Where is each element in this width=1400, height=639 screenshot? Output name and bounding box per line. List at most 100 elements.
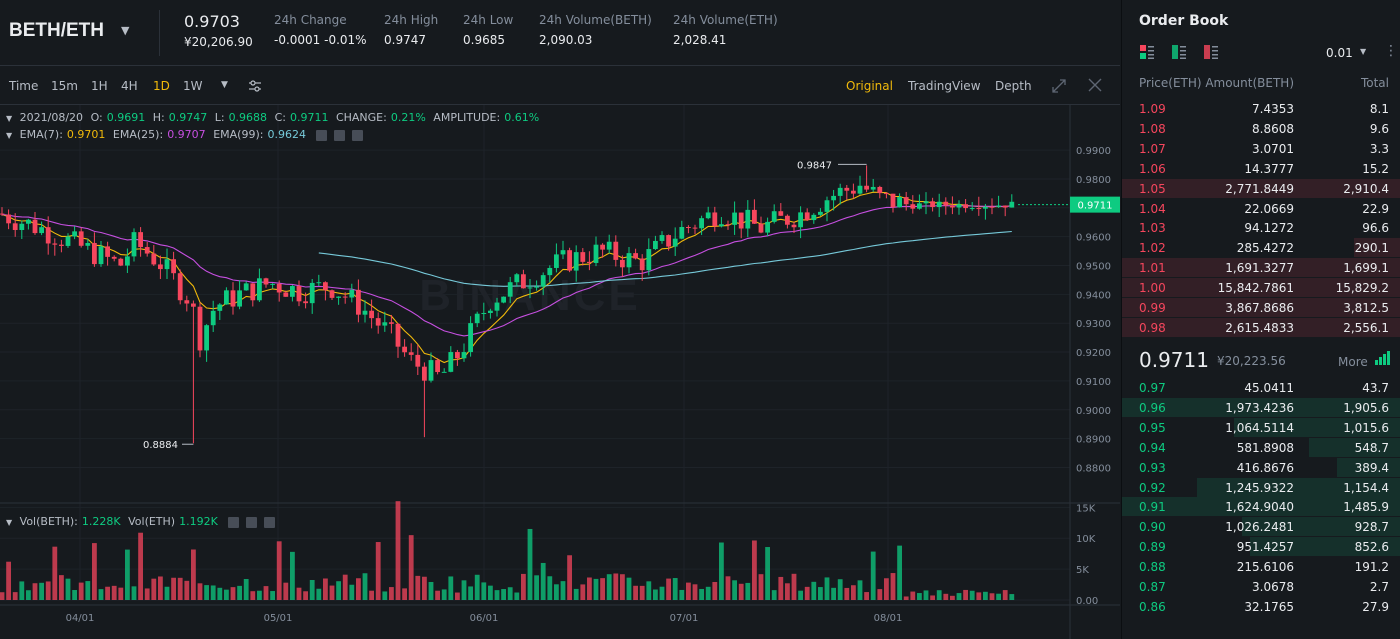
header-price: Price(ETH) (1139, 76, 1202, 90)
depth-bar (1353, 238, 1400, 258)
bid-amount: 1,026.2481 (1225, 520, 1294, 535)
price-chart[interactable]: 0.99000.98000.97000.96000.95000.94000.93… (0, 105, 1120, 639)
candle-body (395, 323, 401, 347)
ema25-line (1, 205, 1012, 337)
candle-body (679, 227, 685, 239)
ask-row[interactable]: 1.01 1,691.3277 1,699.1 (1122, 258, 1400, 278)
candle-body (976, 208, 982, 210)
collapse-caret-icon[interactable]: ▼ (6, 114, 13, 123)
indicator-settings-icon[interactable] (334, 129, 346, 141)
interval-1w[interactable]: 1W (183, 79, 203, 93)
interval-time[interactable]: Time (9, 79, 39, 93)
candle-body (534, 286, 539, 288)
ask-row[interactable]: 1.05 2,771.8449 2,910.4 (1122, 178, 1400, 199)
ask-row[interactable]: 1.06 14.3777 15.2 (1122, 159, 1400, 179)
collapse-caret-icon[interactable]: ▼ (6, 131, 13, 140)
ask-row[interactable]: 0.99 3,867.8686 3,812.5 (1122, 298, 1400, 318)
view-tradingview[interactable]: TradingView (908, 79, 981, 93)
view-original[interactable]: Original (846, 79, 893, 93)
bid-row[interactable]: 0.97 45.0411 43.7 (1122, 378, 1400, 398)
order-book-asks-icon[interactable] (1204, 45, 1218, 59)
interval-15m[interactable]: 15m (51, 79, 78, 93)
ask-row[interactable]: 1.02 285.4272 290.1 (1122, 238, 1400, 258)
candle-body (765, 221, 770, 233)
ask-row[interactable]: 1.08 8.8608 9.6 (1122, 119, 1400, 139)
ask-row[interactable]: 1.07 3.0701 3.3 (1122, 139, 1400, 159)
volume-bar (910, 591, 916, 600)
legend-high-label: H: (152, 111, 165, 124)
bid-row[interactable]: 0.91 1,624.9040 1,485.9 (1122, 497, 1400, 517)
volume-bar (811, 581, 817, 600)
chevron-down-icon[interactable]: ▼ (121, 24, 130, 37)
volume-bar (177, 577, 183, 600)
ask-row[interactable]: 0.98 2,615.4833 2,556.1 (1122, 317, 1400, 338)
volume-bar (547, 576, 553, 600)
bid-amount: 1,624.9040 (1225, 500, 1294, 515)
current-price-tag: 0.9711 (1078, 201, 1113, 212)
candle-body (224, 290, 229, 305)
bid-row[interactable]: 0.93 416.8676 389.4 (1122, 457, 1400, 478)
ask-row[interactable]: 1.00 15,842.7861 15,829.2 (1122, 278, 1400, 298)
indicator-settings-icon[interactable] (246, 516, 258, 528)
depth-bar (1241, 517, 1400, 537)
order-book-bids-icon[interactable] (1172, 45, 1186, 59)
price-axis-tick: 0.9800 (1076, 175, 1111, 186)
remove-indicator-icon[interactable] (352, 129, 364, 141)
candle-body (778, 211, 784, 216)
bid-row[interactable]: 0.86 32.1765 27.9 (1122, 597, 1400, 617)
volume-bar (527, 528, 533, 600)
close-icon[interactable] (1088, 78, 1102, 92)
depth-bar (1122, 397, 1400, 417)
interval-4h[interactable]: 4H (121, 79, 138, 93)
ask-row[interactable]: 1.03 94.1272 96.6 (1122, 218, 1400, 238)
hide-indicator-icon[interactable] (228, 516, 240, 528)
more-button[interactable]: More (1338, 355, 1368, 369)
candle-body (930, 201, 935, 208)
candle-body (837, 187, 843, 196)
candle-body (448, 352, 454, 372)
interval-1d[interactable]: 1D (153, 79, 170, 93)
collapse-caret-icon[interactable]: ▼ (6, 518, 13, 527)
remove-indicator-icon[interactable] (264, 516, 276, 528)
settings-sliders-icon[interactable] (248, 79, 262, 93)
expand-icon[interactable] (1051, 78, 1067, 94)
candle-body (39, 227, 44, 234)
candlestick-chart[interactable]: 0.99000.98000.97000.96000.95000.94000.93… (0, 105, 1120, 639)
bid-row[interactable]: 0.90 1,026.2481 928.7 (1122, 517, 1400, 537)
candle-body (488, 310, 493, 314)
volume-bar (356, 578, 361, 600)
bid-row[interactable]: 0.88 215.6106 191.2 (1122, 557, 1400, 577)
ask-total: 2,910.4 (1343, 181, 1389, 196)
view-depth[interactable]: Depth (995, 79, 1032, 93)
pair-selector[interactable]: BETH/ETH (9, 20, 104, 41)
signal-bars-icon[interactable] (1375, 350, 1391, 366)
hide-indicator-icon[interactable] (316, 129, 328, 141)
legend-high: 0.9747 (168, 111, 208, 124)
ask-total: 15,829.2 (1335, 281, 1389, 296)
order-book-both-icon[interactable] (1140, 45, 1154, 59)
ask-amount: 8.8608 (1252, 121, 1294, 136)
volume-bar (554, 584, 559, 600)
volume-bar (296, 587, 302, 600)
bid-row[interactable]: 0.94 581.8908 548.7 (1122, 437, 1400, 458)
interval-1h[interactable]: 1H (91, 79, 108, 93)
candle-body (118, 258, 124, 266)
bid-row[interactable]: 0.96 1,973.4236 1,905.6 (1122, 397, 1400, 418)
bid-row[interactable]: 0.87 3.0678 2.7 (1122, 577, 1400, 597)
ask-row[interactable]: 1.09 7.4353 8.1 (1122, 99, 1400, 119)
bid-row[interactable]: 0.95 1,064.5114 1,015.6 (1122, 417, 1400, 438)
precision-select[interactable]: 0.01 (1326, 46, 1353, 60)
chevron-down-icon[interactable]: ▼ (1360, 47, 1367, 56)
volume-bar (39, 582, 44, 600)
legend-amplitude-label: AMPLITUDE: (433, 111, 501, 124)
candle-body (230, 290, 236, 307)
more-options-icon[interactable]: ⋮ (1384, 43, 1398, 59)
interval-more-chevron-icon[interactable]: ▼ (221, 80, 228, 90)
bid-row[interactable]: 0.89 951.4257 852.6 (1122, 537, 1400, 557)
bid-row[interactable]: 0.92 1,245.9322 1,154.4 (1122, 477, 1400, 498)
candle-body (613, 241, 619, 260)
volume-bar (633, 585, 638, 600)
ask-row[interactable]: 1.04 22.0669 22.9 (1122, 199, 1400, 219)
candle-body (164, 259, 170, 270)
ask-amount: 15,842.7861 (1217, 281, 1294, 296)
